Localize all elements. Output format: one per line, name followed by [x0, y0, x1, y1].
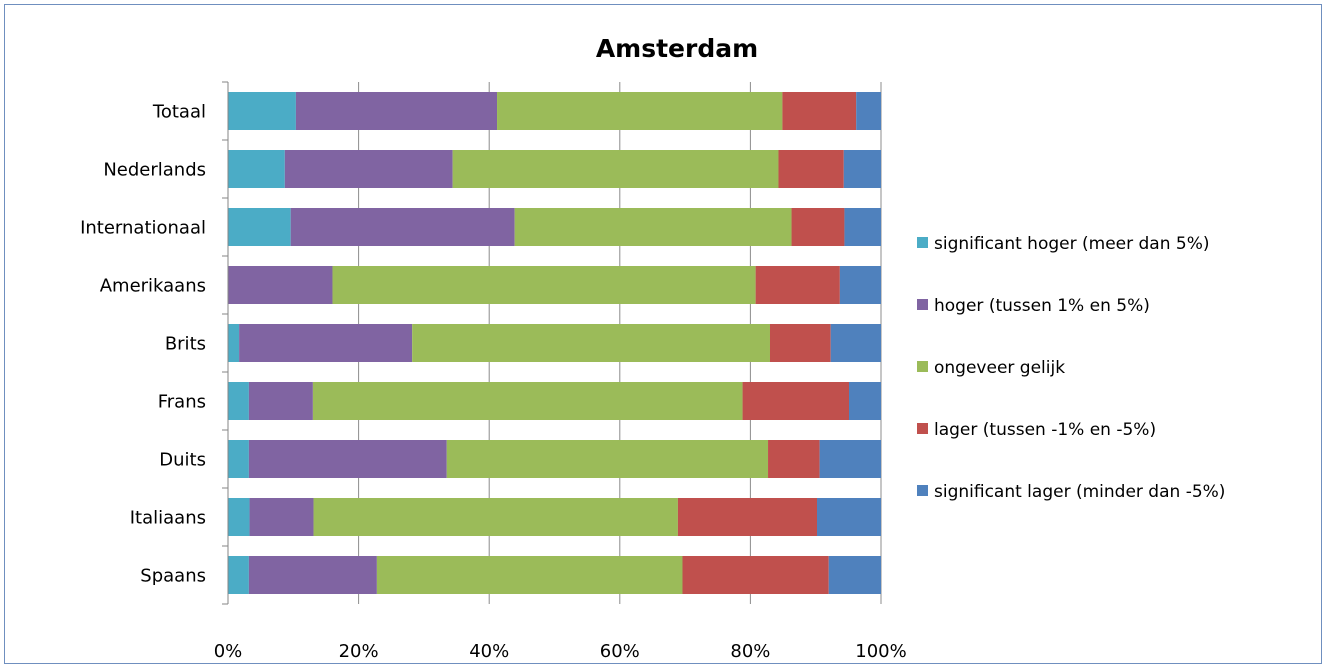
bar-segment [412, 324, 770, 362]
legend-label: significant lager (minder dan -5%) [934, 482, 1225, 502]
bar-segment [828, 556, 881, 594]
bar-segment [742, 382, 850, 420]
category-label: Italiaans [130, 508, 206, 529]
bar-segment [239, 324, 413, 362]
legend-label: ongeveer gelijk [934, 358, 1065, 378]
bar-segment [249, 498, 314, 536]
bar-segment [817, 498, 881, 536]
bar-segment [228, 498, 250, 536]
category-labels: Totaal Nederlands Internationaal Amerikaans… [80, 102, 206, 587]
bar-segment [677, 498, 818, 536]
bar-segment [843, 150, 881, 188]
bar-segment [856, 92, 881, 130]
bar-segment [248, 556, 377, 594]
bar-segment [682, 556, 829, 594]
legend-swatch [917, 237, 928, 248]
bar-segment [248, 440, 447, 478]
bar-segment [290, 208, 515, 246]
bar-segment [312, 382, 743, 420]
category-label: Internationaal [80, 218, 206, 239]
bar-segment [313, 498, 678, 536]
bar-segment [452, 150, 779, 188]
x-tick-label: 60% [600, 641, 640, 662]
category-label: Frans [158, 392, 206, 413]
bar-segment [514, 208, 792, 246]
bar-segment [755, 266, 840, 304]
bar-segment [295, 92, 498, 130]
bar-segment [782, 92, 857, 130]
bar-segment [791, 208, 845, 246]
legend-label: lager (tussen -1% en -5%) [934, 420, 1156, 440]
legend-label: significant hoger (meer dan 5%) [934, 234, 1210, 254]
bar-segment [819, 440, 881, 478]
bar-segment [228, 92, 296, 130]
bar-segment [228, 150, 285, 188]
bar-segment [228, 440, 249, 478]
category-label: Amerikaans [100, 276, 206, 297]
legend-label: hoger (tussen 1% en 5%) [934, 296, 1150, 316]
bar-segment [228, 324, 240, 362]
bar-segment [768, 440, 820, 478]
x-tick-label: 80% [730, 641, 770, 662]
bars [228, 92, 881, 594]
category-label: Duits [159, 450, 206, 471]
legend-swatch [917, 299, 928, 310]
x-tick-label: 100% [855, 641, 906, 662]
bar-segment [849, 382, 881, 420]
legend-swatch [917, 485, 928, 496]
legend-swatch [917, 361, 928, 372]
bar-segment [769, 324, 831, 362]
bar-segment [830, 324, 881, 362]
x-tick-labels: 0% 20% 40% 60% 80% 100% [214, 641, 907, 662]
bar-segment [778, 150, 844, 188]
x-tick-label: 40% [469, 641, 509, 662]
bar-segment [228, 266, 333, 304]
legend: significant hoger (meer dan 5%) hoger (tu… [917, 234, 1225, 502]
bar-segment [332, 266, 756, 304]
x-tick-label: 0% [214, 641, 243, 662]
x-tick-label: 20% [339, 641, 379, 662]
legend-swatch [917, 423, 928, 434]
bar-segment [839, 266, 881, 304]
bar-segment [228, 208, 291, 246]
bar-segment [446, 440, 769, 478]
category-label: Brits [165, 334, 206, 355]
category-label: Spaans [140, 566, 206, 587]
bar-segment [844, 208, 881, 246]
axes [222, 81, 229, 605]
bar-segment [497, 92, 783, 130]
bar-segment [228, 382, 249, 420]
bar-segment [228, 556, 249, 594]
bar-segment [376, 556, 683, 594]
bar-segment [248, 382, 313, 420]
chart-title: Amsterdam [596, 34, 758, 63]
category-label: Totaal [152, 102, 206, 123]
category-label: Nederlands [103, 160, 206, 181]
bar-segment [284, 150, 453, 188]
